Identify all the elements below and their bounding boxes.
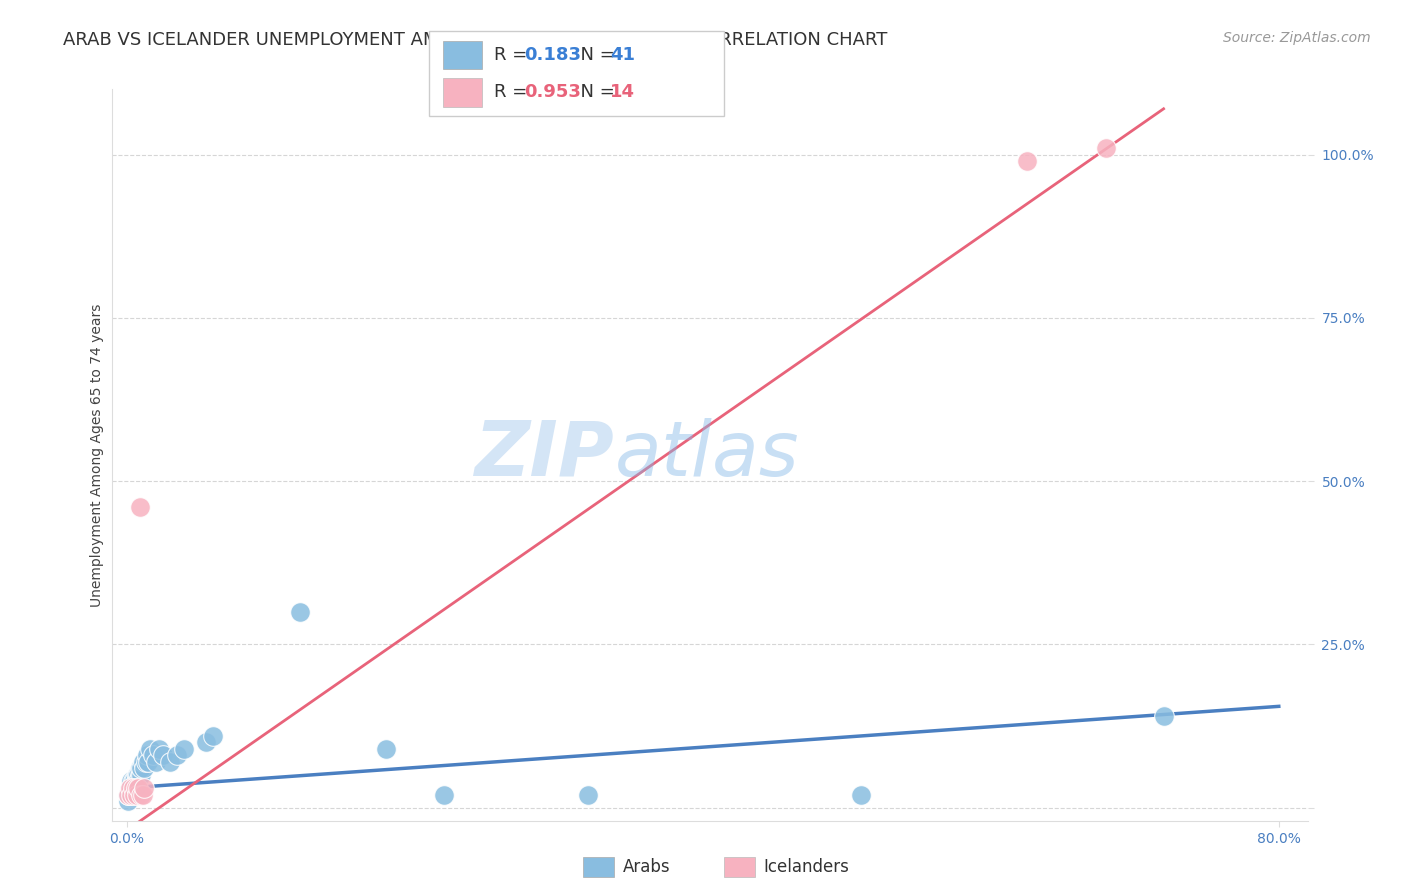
Point — [129, 768, 152, 782]
Point — [851, 788, 873, 802]
Point — [120, 788, 142, 802]
Text: Source: ZipAtlas.com: Source: ZipAtlas.com — [1223, 31, 1371, 45]
Point — [173, 741, 195, 756]
Point — [129, 788, 152, 802]
Point — [288, 605, 311, 619]
Text: 41: 41 — [610, 46, 636, 64]
Point — [195, 735, 218, 749]
Point — [134, 780, 156, 795]
Point — [120, 774, 142, 789]
Text: R =: R = — [494, 46, 533, 64]
Point — [127, 768, 149, 782]
Y-axis label: Unemployment Among Ages 65 to 74 years: Unemployment Among Ages 65 to 74 years — [90, 303, 104, 607]
Point — [159, 755, 181, 769]
Point — [138, 755, 160, 769]
Point — [120, 780, 142, 795]
Point — [127, 774, 149, 789]
Point — [125, 788, 148, 802]
Text: Icelanders: Icelanders — [763, 858, 849, 876]
Point — [127, 780, 149, 795]
Point — [166, 748, 188, 763]
Text: 0.953: 0.953 — [524, 83, 581, 101]
Point — [122, 780, 145, 795]
Text: R =: R = — [494, 83, 533, 101]
Point — [124, 780, 146, 795]
Point — [117, 794, 139, 808]
Text: N =: N = — [569, 46, 621, 64]
Point — [1015, 154, 1038, 169]
Text: ARAB VS ICELANDER UNEMPLOYMENT AMONG AGES 65 TO 74 YEARS CORRELATION CHART: ARAB VS ICELANDER UNEMPLOYMENT AMONG AGE… — [63, 31, 887, 49]
Point — [121, 774, 143, 789]
Point — [125, 768, 148, 782]
Point — [121, 780, 143, 795]
Text: Arabs: Arabs — [623, 858, 671, 876]
Point — [121, 780, 143, 795]
Point — [375, 741, 398, 756]
Point — [135, 755, 157, 769]
Point — [202, 729, 225, 743]
Point — [117, 788, 139, 802]
Point — [142, 748, 165, 763]
Point — [128, 761, 150, 775]
Point — [124, 780, 146, 795]
Point — [128, 500, 150, 515]
Point — [124, 774, 146, 789]
Point — [148, 741, 170, 756]
Text: 14: 14 — [610, 83, 636, 101]
Point — [433, 788, 456, 802]
Point — [122, 774, 145, 789]
Text: atlas: atlas — [614, 418, 799, 491]
Text: 0.183: 0.183 — [524, 46, 582, 64]
Point — [129, 761, 152, 775]
Text: N =: N = — [569, 83, 621, 101]
Point — [118, 788, 141, 802]
Point — [1095, 141, 1118, 155]
Point — [136, 748, 159, 763]
Point — [132, 788, 155, 802]
Point — [117, 788, 139, 802]
Point — [125, 774, 148, 789]
Point — [132, 755, 155, 769]
Point — [134, 761, 156, 775]
Point — [139, 741, 162, 756]
Point — [118, 780, 141, 795]
Text: ZIP: ZIP — [475, 418, 614, 491]
Point — [145, 755, 167, 769]
Point — [152, 748, 174, 763]
Point — [122, 788, 145, 802]
Point — [1153, 709, 1175, 723]
Point — [576, 788, 599, 802]
Point — [128, 768, 150, 782]
Point — [118, 780, 141, 795]
